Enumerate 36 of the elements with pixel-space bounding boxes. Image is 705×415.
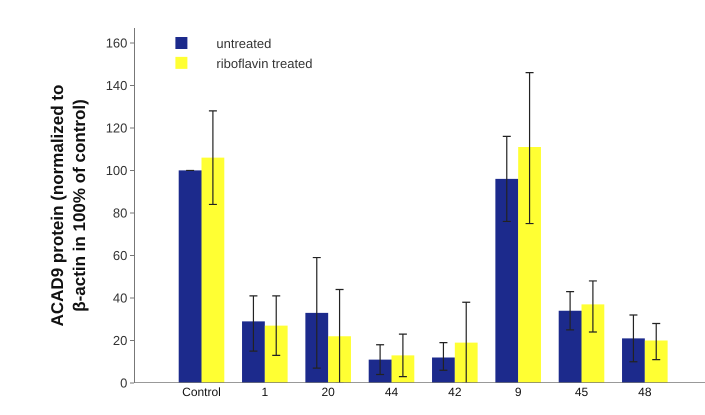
y-tick-label: 100 [106, 162, 128, 178]
x-tick-label: Control [182, 385, 221, 399]
y-tick-label: 140 [106, 78, 128, 93]
y-tick-label: 160 [106, 35, 128, 50]
bar [202, 158, 224, 383]
x-tick-label: 44 [384, 385, 398, 399]
bar [454, 342, 478, 383]
bar [368, 360, 392, 383]
x-tick-label: 1 [261, 385, 268, 399]
bar [622, 338, 645, 383]
y-tick-label: 80 [112, 205, 128, 220]
y-tick-label: 20 [112, 333, 128, 348]
bar [582, 304, 604, 383]
bar [392, 355, 414, 383]
legend-label: untreated [216, 36, 272, 52]
x-tick-label: 9 [514, 385, 522, 399]
bar [242, 321, 265, 383]
x-tick-label: 42 [448, 385, 462, 399]
y-tick-label: 60 [112, 248, 128, 264]
bar [495, 178, 518, 383]
bar [644, 340, 668, 383]
bar [305, 312, 328, 383]
x-tick-label: 20 [321, 385, 336, 399]
y-tick-label: 120 [106, 120, 128, 136]
bar [264, 326, 288, 383]
bar [328, 336, 351, 383]
bar [178, 170, 202, 383]
x-tick-label: 45 [574, 385, 588, 399]
y-tick-label: 0 [120, 376, 128, 391]
bar [432, 357, 455, 383]
bar [518, 147, 541, 383]
bar [558, 310, 582, 383]
y-axis-title: ACAD9 protein (normalized to β-actin in 100% of control) [48, 84, 90, 326]
x-tick-label: 48 [638, 385, 652, 399]
legend-label: riboflavin treated [216, 56, 313, 71]
y-tick-label: 40 [112, 290, 128, 306]
